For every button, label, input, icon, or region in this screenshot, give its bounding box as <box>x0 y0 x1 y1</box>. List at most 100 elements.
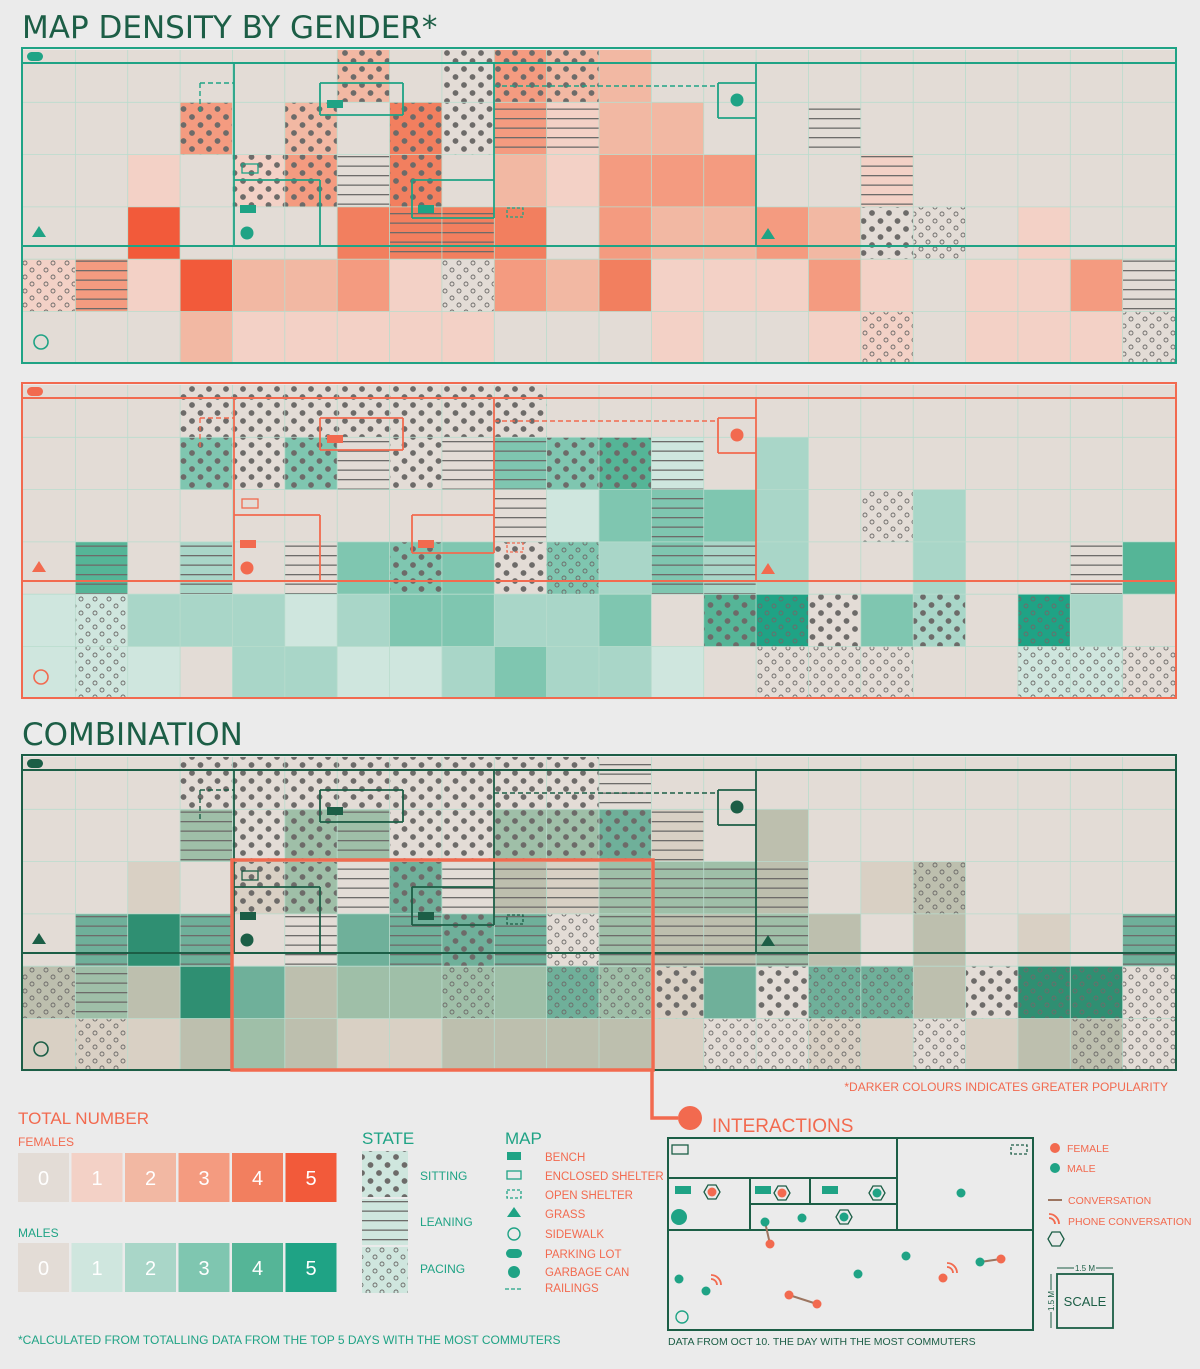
heatmap-cell <box>23 102 76 155</box>
platform-outline <box>21 62 1177 247</box>
grass-icon <box>507 1207 521 1217</box>
state-pattern <box>180 385 233 438</box>
heatmap-cell <box>546 206 600 260</box>
state-pattern <box>913 1018 966 1071</box>
heatmap-cell <box>23 646 76 700</box>
scale-swatch <box>125 1243 176 1292</box>
heatmap-cell <box>651 50 705 103</box>
heatmap-cell <box>913 259 966 312</box>
state-pattern <box>23 259 76 312</box>
heatmap-cell <box>232 311 286 365</box>
heatmap-cell <box>703 259 757 312</box>
person-dot <box>784 1290 794 1300</box>
heatmap-cell <box>337 311 390 365</box>
heatmap-cell <box>965 102 1019 155</box>
female-heatmap-panel <box>21 47 1177 365</box>
heatmap-cell <box>1017 50 1071 103</box>
parking-lot-icon <box>27 52 43 61</box>
heatmap-cell <box>965 646 1019 700</box>
state-pattern <box>703 861 757 914</box>
heatmap-cell <box>127 646 181 700</box>
heatmap-cell <box>599 385 652 438</box>
state-pattern <box>389 809 442 862</box>
person-dot <box>853 1269 863 1279</box>
heatmap-cell <box>913 437 966 490</box>
heatmap-cell <box>389 50 443 103</box>
heatmap-cell <box>599 206 652 260</box>
heatmap-cell <box>703 311 757 365</box>
state-pattern <box>337 50 390 103</box>
heatmap-cell <box>599 311 652 365</box>
state-pattern <box>756 646 809 699</box>
scale-swatch <box>178 1243 230 1292</box>
female-legend-dot <box>1050 1143 1060 1153</box>
sidewalk-icon <box>507 1227 521 1241</box>
bench-icon <box>240 205 256 213</box>
heatmap-cell <box>284 489 338 543</box>
heatmap-cell <box>23 489 76 543</box>
state-pattern <box>441 809 495 862</box>
heatmap-cell <box>1070 861 1123 915</box>
state-pattern <box>651 489 704 542</box>
heatmap-cell <box>599 1018 652 1072</box>
heatmap-cell <box>913 966 966 1019</box>
state-pattern <box>756 966 809 1019</box>
state-pattern <box>284 437 338 490</box>
heatmap-cell <box>808 541 862 595</box>
heatmap-cell <box>232 913 286 967</box>
heatmap-cell <box>756 489 809 543</box>
scale-value: 3 <box>198 1258 209 1280</box>
state-pattern <box>441 385 495 438</box>
heatmap-cell <box>1017 809 1071 862</box>
heatmap-cell <box>23 541 76 595</box>
female-scale: 0 1 2 3 4 5 <box>18 1153 337 1202</box>
heatmap-cell <box>965 154 1019 208</box>
heatmap-cell <box>860 809 914 862</box>
heatmap-cell <box>703 809 757 862</box>
bench-icon <box>240 912 256 920</box>
interactions-frame <box>667 1137 1034 1331</box>
scale-swatch <box>18 1153 69 1202</box>
scale-swatch <box>178 1153 230 1202</box>
state-pattern <box>75 646 128 699</box>
heatmap-cell <box>546 1018 600 1072</box>
bench-icon <box>675 1186 691 1194</box>
map-title: MAP <box>505 1129 542 1148</box>
heatmap-cell <box>1017 437 1071 490</box>
person-dot <box>812 1299 822 1309</box>
state-pattern <box>441 757 495 810</box>
heatmap-cell <box>756 50 809 103</box>
state-pattern <box>860 489 914 542</box>
state-pattern <box>441 102 495 155</box>
heatmap-cell <box>127 259 181 312</box>
map-legend: MAP BENCH ENCLOSED SHELTER OPEN SHELTER … <box>505 1129 664 1295</box>
heatmap-cell <box>180 154 233 208</box>
heatmap-cell <box>389 489 443 543</box>
heatmap-cell <box>808 154 862 208</box>
garbage-can-icon <box>240 561 254 575</box>
heatmap-cell <box>599 541 652 595</box>
heatmap-cell <box>913 50 966 103</box>
state-pattern <box>651 913 704 967</box>
heatmap-cell <box>180 594 233 647</box>
state-pattern <box>1070 646 1123 699</box>
group-icon <box>773 1185 791 1201</box>
heatmap-cell <box>860 437 914 490</box>
heatmap-cell <box>546 385 600 438</box>
person-dot <box>872 1188 882 1198</box>
state-pattern <box>808 594 861 647</box>
state-pattern <box>494 385 547 438</box>
heatmap-cell <box>965 50 1019 103</box>
heatmap-cell <box>127 757 181 810</box>
state-pattern <box>494 50 547 103</box>
heatmap-cell <box>1017 1018 1071 1072</box>
parking-lot-icon <box>27 759 43 768</box>
heatmap-cell <box>860 259 914 312</box>
sitting-label: SITTING <box>420 1169 467 1183</box>
enclosed-shelter-icon <box>241 163 259 174</box>
state-pattern <box>599 861 652 914</box>
bench-icon <box>822 1186 838 1194</box>
state-pattern <box>546 541 599 595</box>
heatmap-cell <box>1070 757 1123 810</box>
state-pattern <box>546 102 599 155</box>
